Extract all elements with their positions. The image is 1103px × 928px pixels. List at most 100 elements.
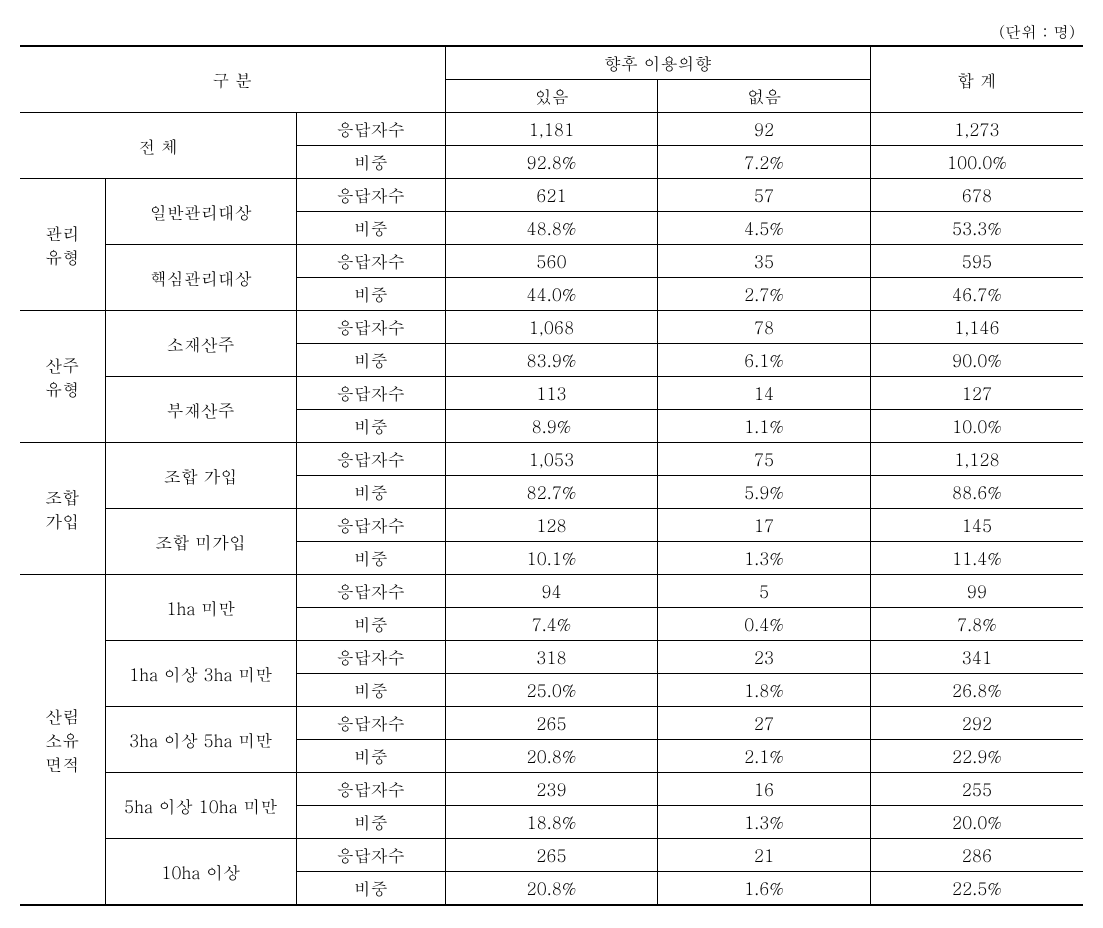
group-total-label: 전 체 (20, 113, 296, 179)
cell-value: 127 (870, 377, 1083, 410)
metric-count: 응답자수 (296, 245, 445, 278)
cell-value: 318 (445, 641, 658, 674)
table-row: 관리유형 일반관리대상 응답자수 621 57 678 (20, 179, 1083, 212)
metric-count: 응답자수 (296, 509, 445, 542)
cell-value: 1.1% (658, 410, 871, 443)
cell-value: 21 (658, 839, 871, 872)
cell-value: 17 (658, 509, 871, 542)
cell-value: 10.1% (445, 542, 658, 575)
cell-value: 1.3% (658, 542, 871, 575)
cell-value: 46.7% (870, 278, 1083, 311)
cell-value: 560 (445, 245, 658, 278)
metric-ratio: 비중 (296, 740, 445, 773)
cell-value: 1.8% (658, 674, 871, 707)
cell-value: 22.9% (870, 740, 1083, 773)
table-row: 1ha 이상 3ha 미만 응답자수 318 23 341 (20, 641, 1083, 674)
metric-count: 응답자수 (296, 377, 445, 410)
metric-count: 응답자수 (296, 113, 445, 146)
cell-value: 23 (658, 641, 871, 674)
cell-value: 5.9% (658, 476, 871, 509)
metric-ratio: 비중 (296, 278, 445, 311)
cell-value: 2.1% (658, 740, 871, 773)
sub-label: 10ha 이상 (105, 839, 296, 906)
cell-value: 8.9% (445, 410, 658, 443)
sub-label: 3ha 이상 5ha 미만 (105, 707, 296, 773)
cell-value: 92 (658, 113, 871, 146)
cell-value: 20.8% (445, 872, 658, 906)
cell-value: 113 (445, 377, 658, 410)
cell-value: 35 (658, 245, 871, 278)
cell-value: 53.3% (870, 212, 1083, 245)
header-no: 없음 (658, 80, 871, 113)
sub-label: 부재산주 (105, 377, 296, 443)
survey-table: 구 분 향후 이용의향 합 계 있음 없음 전 체 응답자수 1,181 92 … (20, 45, 1083, 906)
header-category: 구 분 (20, 46, 445, 113)
cell-value: 2.7% (658, 278, 871, 311)
cell-value: 128 (445, 509, 658, 542)
cell-value: 7.4% (445, 608, 658, 641)
cell-value: 82.7% (445, 476, 658, 509)
metric-ratio: 비중 (296, 608, 445, 641)
cell-value: 5 (658, 575, 871, 608)
sub-label: 1ha 미만 (105, 575, 296, 641)
cell-value: 16 (658, 773, 871, 806)
metric-count: 응답자수 (296, 311, 445, 344)
cell-value: 100.0% (870, 146, 1083, 179)
metric-ratio: 비중 (296, 410, 445, 443)
cell-value: 145 (870, 509, 1083, 542)
metric-count: 응답자수 (296, 575, 445, 608)
metric-ratio: 비중 (296, 806, 445, 839)
cell-value: 341 (870, 641, 1083, 674)
cell-value: 48.8% (445, 212, 658, 245)
cell-value: 1,181 (445, 113, 658, 146)
cell-value: 83.9% (445, 344, 658, 377)
table-row: 부재산주 응답자수 113 14 127 (20, 377, 1083, 410)
table-row: 조합 미가입 응답자수 128 17 145 (20, 509, 1083, 542)
cell-value: 57 (658, 179, 871, 212)
sub-label: 1ha 이상 3ha 미만 (105, 641, 296, 707)
table-row: 핵심관리대상 응답자수 560 35 595 (20, 245, 1083, 278)
cell-value: 286 (870, 839, 1083, 872)
cell-value: 22.5% (870, 872, 1083, 906)
header-intention: 향후 이용의향 (445, 46, 870, 80)
table-row: 산주유형 소재산주 응답자수 1,068 78 1,146 (20, 311, 1083, 344)
header-total: 합 계 (870, 46, 1083, 113)
sub-label: 일반관리대상 (105, 179, 296, 245)
cell-value: 255 (870, 773, 1083, 806)
cell-value: 678 (870, 179, 1083, 212)
cell-value: 0.4% (658, 608, 871, 641)
table-row: 조합가입 조합 가입 응답자수 1,053 75 1,128 (20, 443, 1083, 476)
cell-value: 78 (658, 311, 871, 344)
cell-value: 6.1% (658, 344, 871, 377)
sub-label: 조합 가입 (105, 443, 296, 509)
metric-ratio: 비중 (296, 146, 445, 179)
metric-count: 응답자수 (296, 773, 445, 806)
group-union-label: 조합가입 (20, 443, 105, 575)
sub-label: 핵심관리대상 (105, 245, 296, 311)
metric-ratio: 비중 (296, 344, 445, 377)
cell-value: 265 (445, 707, 658, 740)
cell-value: 90.0% (870, 344, 1083, 377)
cell-value: 239 (445, 773, 658, 806)
cell-value: 25.0% (445, 674, 658, 707)
cell-value: 26.8% (870, 674, 1083, 707)
cell-value: 265 (445, 839, 658, 872)
cell-value: 10.0% (870, 410, 1083, 443)
cell-value: 7.2% (658, 146, 871, 179)
metric-count: 응답자수 (296, 707, 445, 740)
sub-label: 5ha 이상 10ha 미만 (105, 773, 296, 839)
cell-value: 99 (870, 575, 1083, 608)
cell-value: 94 (445, 575, 658, 608)
cell-value: 1,068 (445, 311, 658, 344)
cell-value: 92.8% (445, 146, 658, 179)
group-mgmt-label: 관리유형 (20, 179, 105, 311)
table-row: 산림소유면적 1ha 미만 응답자수 94 5 99 (20, 575, 1083, 608)
metric-count: 응답자수 (296, 641, 445, 674)
metric-ratio: 비중 (296, 212, 445, 245)
cell-value: 621 (445, 179, 658, 212)
metric-ratio: 비중 (296, 476, 445, 509)
metric-ratio: 비중 (296, 542, 445, 575)
cell-value: 44.0% (445, 278, 658, 311)
sub-label: 조합 미가입 (105, 509, 296, 575)
cell-value: 1,273 (870, 113, 1083, 146)
